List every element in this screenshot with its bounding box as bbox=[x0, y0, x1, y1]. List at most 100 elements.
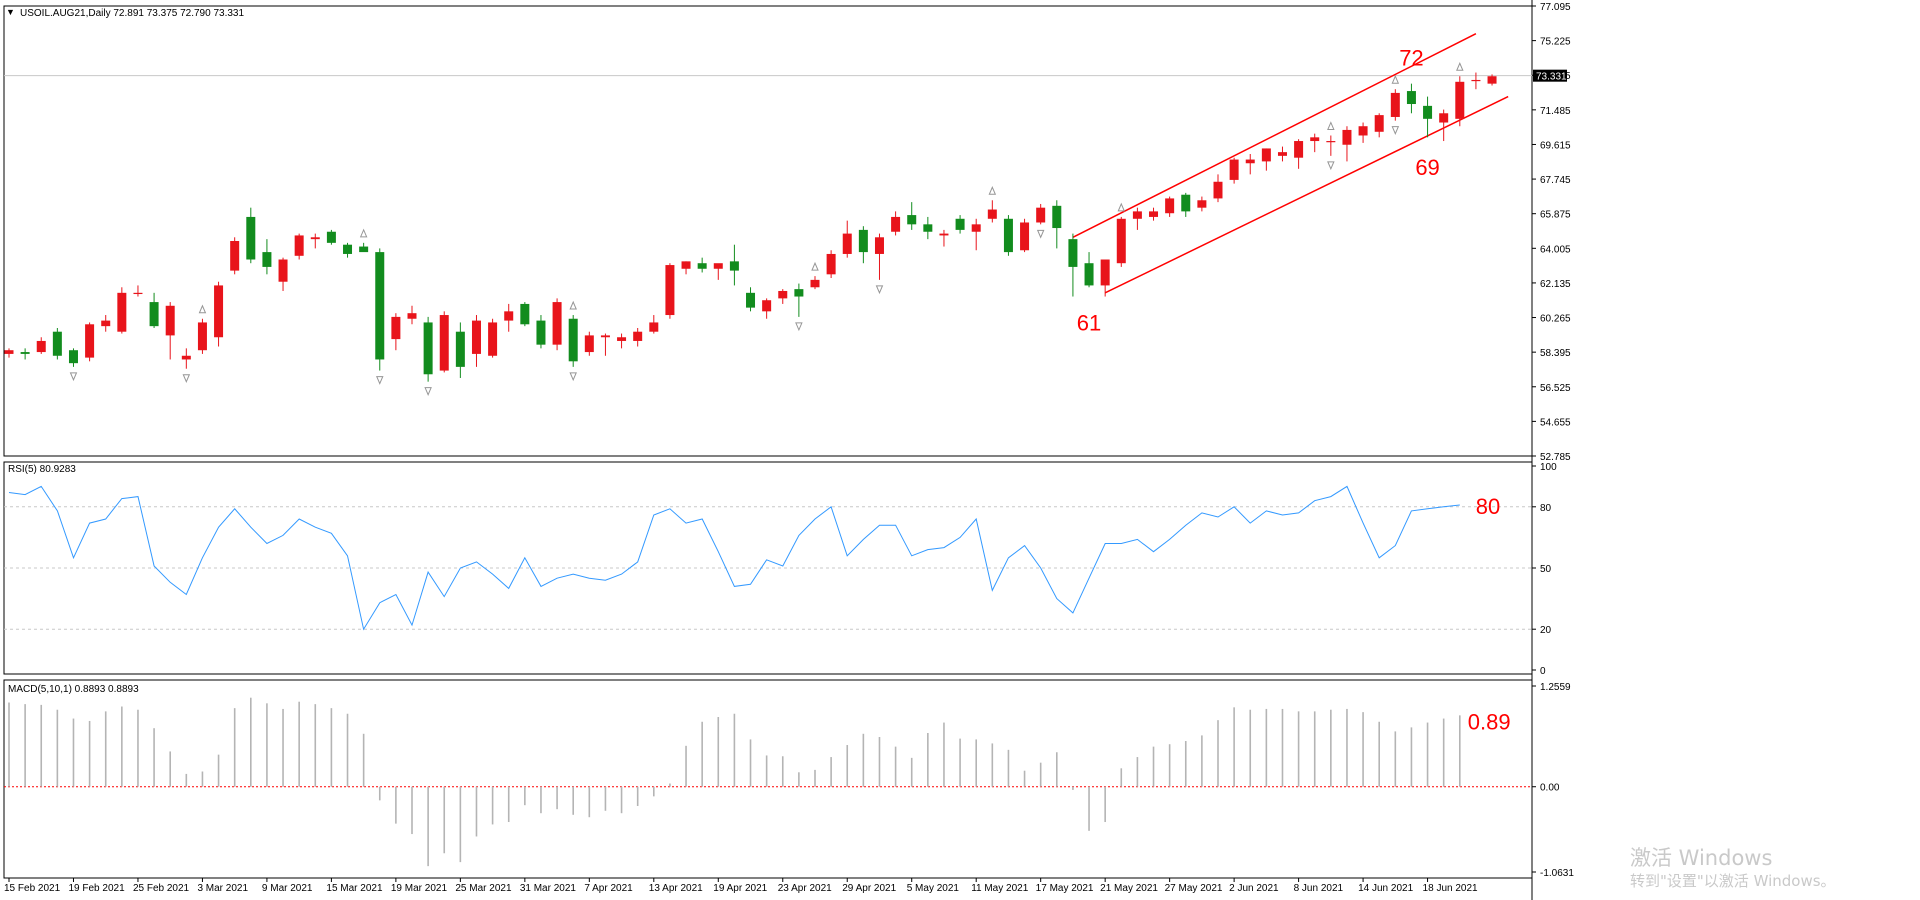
candle bbox=[1261, 148, 1271, 171]
price-tick-label: 77.095 bbox=[1540, 2, 1571, 13]
candle-body bbox=[891, 216, 901, 232]
candle-body bbox=[1471, 79, 1481, 82]
candle-body bbox=[1310, 137, 1320, 142]
candle-body bbox=[1003, 218, 1013, 253]
candle bbox=[907, 202, 917, 230]
candle bbox=[1229, 157, 1239, 184]
candle-body bbox=[746, 292, 756, 308]
candle bbox=[1165, 196, 1175, 217]
candle-body bbox=[907, 215, 917, 225]
candle-body bbox=[52, 331, 62, 356]
candle bbox=[1003, 215, 1013, 256]
candle bbox=[246, 207, 256, 264]
candle-body bbox=[762, 300, 772, 312]
trend-channel[interactable] bbox=[1072, 33, 1509, 294]
time-tick-label: 9 Mar 2021 bbox=[262, 883, 313, 894]
time-tick-label: 21 May 2021 bbox=[1100, 883, 1158, 894]
candle-body bbox=[1326, 141, 1336, 143]
macd-tick-label: -1.0631 bbox=[1540, 868, 1574, 879]
fractal-up-icon bbox=[811, 261, 819, 271]
candle-body bbox=[1261, 148, 1271, 162]
candle-body bbox=[68, 350, 78, 364]
candle bbox=[1487, 74, 1497, 86]
candle bbox=[407, 305, 417, 325]
candle bbox=[326, 229, 336, 245]
candle bbox=[810, 276, 820, 290]
candle bbox=[455, 322, 465, 378]
candle-body bbox=[697, 263, 707, 269]
fractal-up-icon bbox=[1117, 202, 1126, 212]
time-axis: 15 Feb 2021 19 Feb 2021 25 Feb 2021 3 Mar 2… bbox=[4, 878, 1478, 894]
fractal-down-icon bbox=[1327, 161, 1335, 171]
candle bbox=[1471, 72, 1481, 90]
candle-body bbox=[1213, 181, 1223, 199]
candle bbox=[1181, 192, 1191, 217]
fractal-up-icon bbox=[988, 186, 997, 195]
candle bbox=[262, 239, 272, 275]
candle bbox=[20, 348, 30, 360]
candle bbox=[1068, 233, 1078, 297]
candle-body bbox=[633, 331, 643, 341]
candle-body bbox=[1423, 105, 1433, 119]
candle-body bbox=[1245, 159, 1255, 164]
macd-header: MACD(5,10,1) 0.8893 0.8893 bbox=[8, 684, 139, 695]
candle-body bbox=[488, 322, 498, 356]
candle-body bbox=[584, 335, 594, 353]
symbol-header: USOIL.AUG21,Daily 72.891 73.375 72.790 7… bbox=[20, 8, 244, 19]
candle bbox=[987, 200, 997, 223]
candle bbox=[746, 287, 756, 312]
candle-body bbox=[85, 324, 95, 358]
candle-body bbox=[600, 335, 610, 338]
candle bbox=[52, 327, 62, 360]
candle-body bbox=[1100, 259, 1110, 286]
candle-body bbox=[230, 240, 240, 271]
candle-body bbox=[1068, 239, 1078, 267]
candle-body bbox=[36, 340, 46, 353]
candle bbox=[68, 348, 78, 367]
fractal-down-icon bbox=[1036, 229, 1045, 239]
candle-body bbox=[939, 233, 949, 236]
candle bbox=[294, 233, 304, 260]
candle bbox=[1294, 139, 1304, 169]
candle bbox=[1100, 259, 1110, 297]
candle bbox=[1390, 89, 1400, 121]
candle-body bbox=[117, 292, 127, 332]
candle bbox=[1310, 133, 1320, 153]
candle bbox=[423, 316, 433, 382]
price-tick-label: 67.745 bbox=[1540, 175, 1571, 186]
price-annotation-61: 61 bbox=[1077, 311, 1101, 336]
candle-body bbox=[1455, 81, 1465, 119]
menu-triangle-icon[interactable]: ▼ bbox=[6, 7, 15, 17]
candle bbox=[633, 327, 643, 347]
candle-body bbox=[729, 261, 739, 271]
candle bbox=[826, 250, 836, 279]
candle bbox=[971, 218, 981, 251]
grid-lines bbox=[4, 75, 1532, 788]
candle-body bbox=[181, 355, 191, 360]
candle bbox=[117, 287, 127, 334]
candlestick-series bbox=[4, 72, 1497, 382]
price-axes: 77.09575.22573.35571.48569.61567.74565.8… bbox=[1532, 2, 1574, 879]
candle-body bbox=[1020, 222, 1030, 251]
candle bbox=[471, 315, 481, 367]
price-pane-frame bbox=[3, 5, 1533, 457]
candle bbox=[891, 211, 901, 236]
candle-body bbox=[1487, 76, 1497, 84]
candle-body bbox=[246, 216, 256, 260]
candle-body bbox=[1390, 92, 1400, 117]
price-tick-label: 65.875 bbox=[1540, 210, 1571, 221]
candle-body bbox=[520, 303, 530, 325]
time-tick-label: 13 Apr 2021 bbox=[649, 883, 703, 894]
candle-body bbox=[1036, 207, 1046, 223]
candle-body bbox=[1132, 211, 1142, 219]
fractal-up-icon bbox=[569, 300, 577, 310]
fractal-down-icon bbox=[875, 285, 884, 295]
time-tick-label: 25 Mar 2021 bbox=[455, 883, 512, 894]
candle-body bbox=[4, 350, 14, 354]
candle-body bbox=[471, 320, 481, 354]
candle bbox=[520, 302, 530, 327]
fractal-down-icon bbox=[424, 387, 432, 396]
pane-frames bbox=[3, 0, 1533, 900]
